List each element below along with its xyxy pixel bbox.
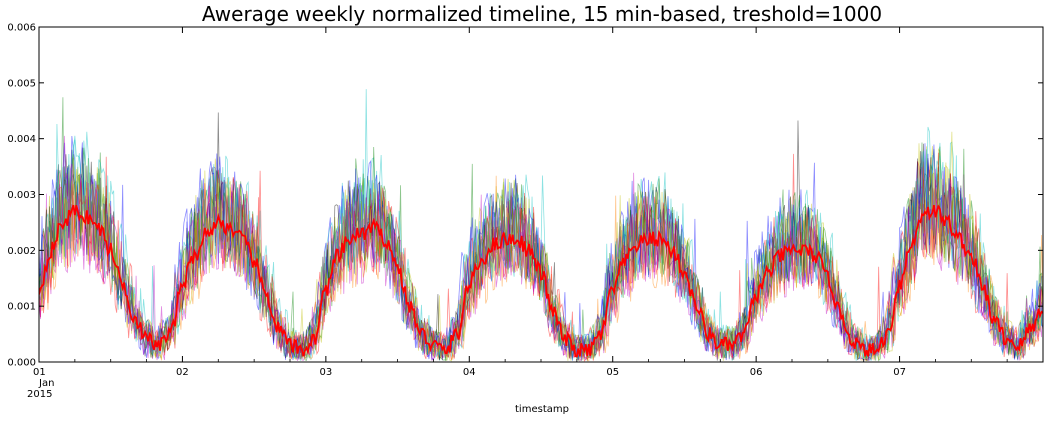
background-series-line	[39, 153, 1043, 362]
x-tick-sublabel: 2015	[27, 389, 52, 400]
background-series-line	[39, 152, 1043, 362]
y-tick-label: 0.006	[7, 23, 36, 34]
background-series-line	[39, 112, 1043, 361]
x-tick-label: 07	[893, 367, 906, 378]
background-series-line	[39, 97, 1043, 361]
y-tick-label: 0.000	[7, 358, 36, 369]
x-tick-label: 04	[463, 367, 476, 378]
background-series-line	[39, 131, 1043, 362]
y-tick-label: 0.005	[7, 78, 36, 89]
y-tick-label: 0.004	[7, 134, 36, 145]
background-series-line	[39, 124, 1043, 361]
background-series-line	[39, 89, 1043, 362]
x-axis-label: timestamp	[515, 404, 569, 415]
y-tick-label: 0.001	[7, 302, 36, 313]
axes: 0.000 0.001 0.002 0.003 0.004 0.005 0.006 01 02 0…	[7, 23, 1043, 400]
plot-area	[39, 89, 1043, 362]
background-series-line	[39, 164, 1043, 362]
background-series-line	[39, 135, 1043, 362]
mean-series-line	[39, 204, 1043, 358]
background-series-line	[39, 152, 1043, 361]
x-tick-label: 06	[750, 367, 763, 378]
chart-title: Awerage weekly normalized timeline, 15 m…	[202, 2, 882, 26]
x-tick-sublabel: Jan	[38, 378, 54, 389]
x-tick-label: 02	[176, 367, 189, 378]
y-tick-label: 0.003	[7, 190, 36, 201]
x-tick-label: 05	[606, 367, 619, 378]
background-series-line	[39, 151, 1043, 361]
x-tick-label: 03	[319, 367, 332, 378]
y-tick-label: 0.002	[7, 246, 36, 257]
x-tick-label: 01	[33, 367, 46, 378]
background-series-line	[39, 157, 1043, 362]
